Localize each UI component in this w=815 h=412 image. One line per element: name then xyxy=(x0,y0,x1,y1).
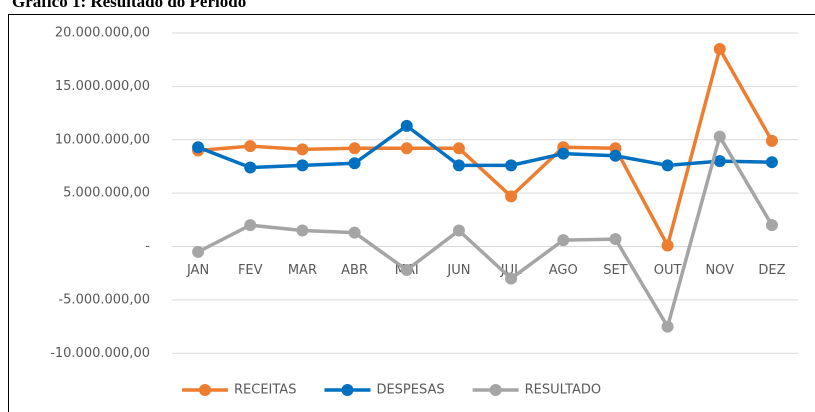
point xyxy=(765,134,778,147)
point xyxy=(400,142,413,155)
x-tick-label: MAR xyxy=(288,263,317,278)
point xyxy=(557,234,570,247)
legend-label: DESPESAS xyxy=(376,383,444,398)
legend-marker xyxy=(199,384,211,396)
point xyxy=(400,264,413,277)
point xyxy=(244,219,257,232)
x-tick-label: JUN xyxy=(446,263,470,278)
point xyxy=(452,159,465,172)
y-tick-label: - xyxy=(145,239,150,254)
point xyxy=(452,142,465,155)
x-tick-label: OUT xyxy=(654,263,682,278)
y-tick-label: 5.000.000,00 xyxy=(63,186,150,201)
point xyxy=(348,157,361,170)
y-tick-label: -10.000.000,00 xyxy=(50,346,150,361)
point xyxy=(661,320,674,333)
point xyxy=(713,130,726,143)
x-tick-label: DEZ xyxy=(758,263,785,278)
legend-label: RECEITAS xyxy=(234,383,296,398)
legend-marker xyxy=(489,384,502,396)
point xyxy=(244,161,257,174)
point xyxy=(609,149,622,162)
chart-title: Gráfico 1: Resultado do Período xyxy=(12,0,246,11)
y-tick-label: 15.000.000,00 xyxy=(55,79,150,94)
legend-label: RESULTADO xyxy=(525,383,602,398)
point xyxy=(505,272,518,285)
point xyxy=(348,226,361,239)
point xyxy=(296,143,309,156)
y-tick-label: -5.000.000,00 xyxy=(58,292,150,307)
point xyxy=(296,224,309,237)
x-tick-label: SET xyxy=(603,263,627,278)
point xyxy=(713,155,726,168)
point xyxy=(296,159,309,172)
legend-marker xyxy=(341,384,354,396)
x-tick-label: FEV xyxy=(238,263,263,278)
x-tick-label: NOV xyxy=(705,263,734,278)
point xyxy=(505,190,518,203)
point xyxy=(557,147,570,160)
x-tick-label: JAN xyxy=(186,263,209,278)
series-line xyxy=(197,134,774,329)
point xyxy=(661,239,674,252)
point xyxy=(609,233,622,246)
y-tick-label: 20.000.000,00 xyxy=(55,26,150,41)
point xyxy=(765,156,778,169)
y-tick-label: 10.000.000,00 xyxy=(55,132,150,147)
point xyxy=(192,141,205,154)
point xyxy=(348,142,361,155)
point xyxy=(192,245,205,258)
point xyxy=(713,43,726,56)
point xyxy=(765,219,778,232)
point xyxy=(400,119,413,132)
x-tick-label: ABR xyxy=(341,263,368,278)
x-tick-label: AGO xyxy=(549,263,578,278)
point xyxy=(244,140,257,153)
series-line xyxy=(197,47,774,248)
point xyxy=(505,159,518,172)
point xyxy=(452,224,465,237)
point xyxy=(661,159,674,172)
series-line xyxy=(197,124,772,170)
